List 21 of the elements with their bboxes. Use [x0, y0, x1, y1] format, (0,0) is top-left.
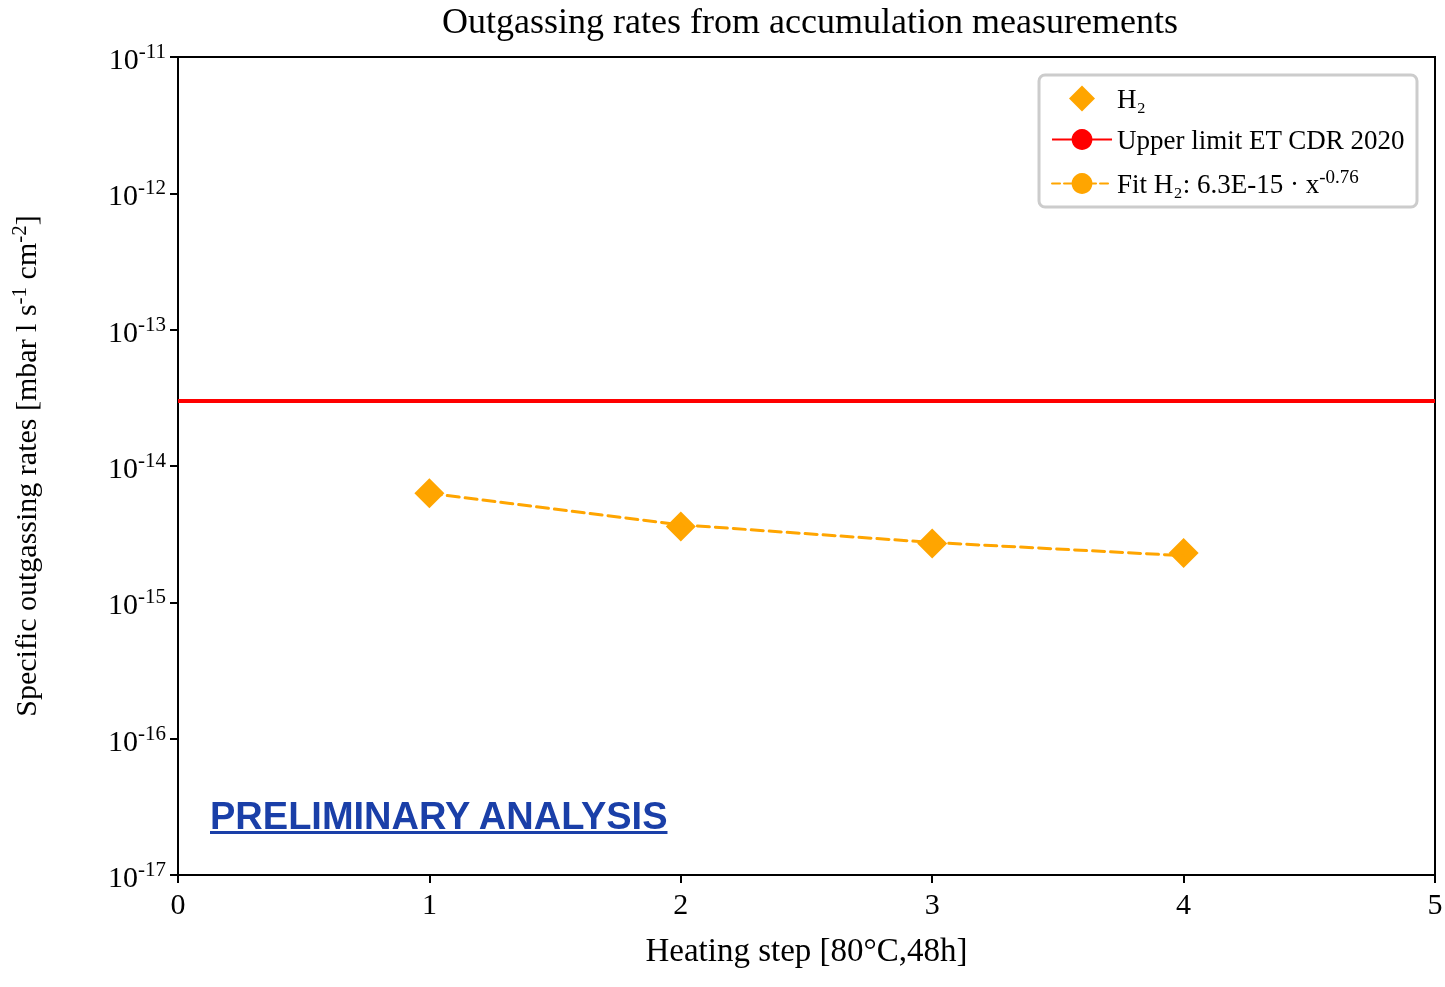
- x-tick-label: 4: [1176, 887, 1192, 920]
- y-tick-label: 10$^{-16}$: [108, 720, 166, 757]
- x-tick-label: 0: [170, 887, 186, 920]
- x-tick-label: 5: [1427, 887, 1443, 920]
- y-tick-label: 10$^{-12}$: [108, 174, 166, 211]
- y-tick-label: 10$^{-15}$: [108, 583, 166, 620]
- y-tick-label: 10$^{-14}$: [108, 447, 166, 484]
- point: [1168, 538, 1199, 569]
- y-axis-title: Specific outgassing rates [mbar l s-1 cm-2]: [6, 215, 42, 717]
- x-tick-label: 3: [924, 887, 940, 920]
- y-tick-label: 10$^{-13}$: [108, 311, 166, 348]
- x-tick-label: 2: [673, 887, 689, 920]
- legend-label: Upper limit ET CDR 2020: [1117, 124, 1405, 155]
- point: [414, 478, 445, 509]
- y-tick-label: 10$^{-11}$: [108, 38, 166, 75]
- y-tick-label: 10$^{-17}$: [108, 856, 166, 893]
- x-tick-label: 1: [421, 887, 437, 920]
- x-axis-title: Heating step [80°C,48h]: [645, 931, 968, 968]
- legend-label: H₂: [1117, 83, 1146, 114]
- annotation: PRELIMINARY ANALYSIS: [210, 795, 668, 838]
- chart-title: Outgassing rates from accumulation measurements: [442, 1, 1178, 41]
